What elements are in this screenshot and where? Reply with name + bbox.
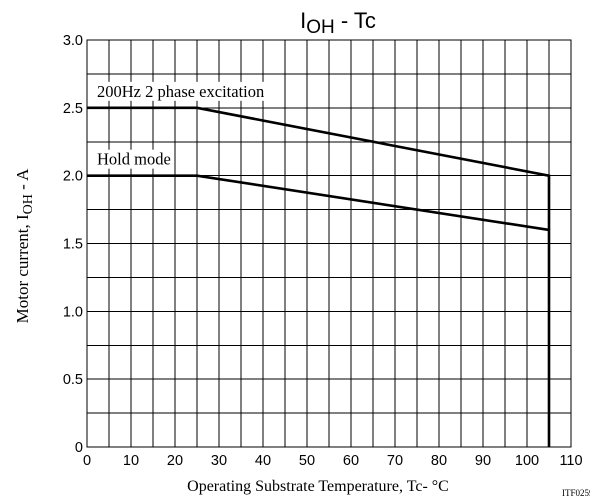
series bbox=[87, 106, 551, 447]
y-tick-labels: 0 0.5 1.0 1.5 2.0 2.5 3.0 bbox=[63, 33, 83, 456]
x-tick-label: 0 bbox=[83, 453, 91, 469]
y-tick-label: 1.0 bbox=[63, 304, 83, 320]
x-tick-label: 20 bbox=[167, 453, 183, 469]
x-tick-label: 10 bbox=[123, 453, 139, 469]
x-tick-label: 100 bbox=[515, 453, 539, 469]
series-line-1 bbox=[87, 106, 551, 447]
y-tick-label: 2.0 bbox=[63, 169, 83, 185]
x-tick-label: 60 bbox=[343, 453, 359, 469]
x-tick-labels: 0 10 20 30 40 50 60 70 80 90 100 110 bbox=[83, 453, 583, 469]
x-tick-label: 30 bbox=[211, 453, 227, 469]
series-label-1: 200Hz 2 phase excitation bbox=[97, 82, 264, 101]
y-tick-label: 0 bbox=[75, 440, 83, 456]
series-labels: 200Hz 2 phase excitation Hold mode bbox=[94, 81, 268, 169]
series-label-backdrop bbox=[94, 149, 174, 169]
x-tick-label: 110 bbox=[559, 453, 582, 469]
figure-code: ITF02592 bbox=[562, 488, 590, 498]
grid bbox=[86, 39, 572, 448]
x-tick-label: 80 bbox=[431, 453, 447, 469]
x-tick-label: 40 bbox=[255, 453, 271, 469]
y-tick-label: 1.5 bbox=[63, 237, 83, 253]
y-tick-label: 0.5 bbox=[63, 372, 83, 388]
x-tick-label: 70 bbox=[387, 453, 403, 469]
y-tick-label: 2.5 bbox=[63, 101, 83, 117]
x-tick-label: 90 bbox=[475, 453, 491, 469]
series-label-backdrop bbox=[94, 81, 268, 101]
series-line-2 bbox=[87, 174, 550, 232]
y-axis-label: Motor current, IOH - A bbox=[13, 168, 36, 324]
plot-frame bbox=[86, 39, 572, 448]
series-label-2: Hold mode bbox=[97, 150, 171, 169]
x-axis-label: Operating Substrate Temperature, Tc- °C bbox=[187, 478, 449, 495]
y-tick-label: 3.0 bbox=[63, 33, 83, 49]
x-tick-label: 50 bbox=[299, 453, 315, 469]
chart-title: IOH - Tc bbox=[300, 8, 376, 38]
